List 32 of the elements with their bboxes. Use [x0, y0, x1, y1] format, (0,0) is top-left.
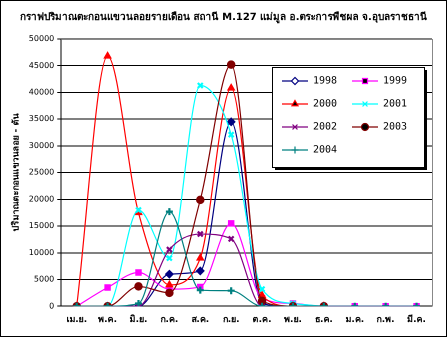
y-tick-label: 35000 [28, 114, 54, 124]
y-tick-label: 50000 [28, 34, 54, 44]
legend-label: 2003 [383, 122, 408, 133]
y-tick-label: 10000 [28, 248, 54, 257]
x-tick-label: ก.พ. [376, 314, 395, 325]
x-tick-label: ธ.ค. [314, 314, 333, 325]
x-tick-label: พ.ย. [284, 314, 302, 325]
legend-label: 2001 [383, 98, 408, 110]
x-tick-label: มิ.ย. [130, 314, 148, 325]
y-axis-title: ปริมาณตะกอนแขวนลอย - ตัน [10, 112, 22, 232]
x-tick-label: ก.ค. [160, 314, 178, 325]
x-tick-label: ม.ค. [345, 314, 364, 325]
y-tick-label: 25000 [28, 168, 54, 177]
legend-label: 2000 [313, 98, 338, 110]
x-tick-label: พ.ค. [98, 314, 118, 325]
y-tick-label: 15000 [28, 221, 54, 230]
legend-label: 2002 [313, 122, 338, 133]
y-tick-label: 40000 [28, 88, 54, 97]
x-tick-label: มี.ค. [407, 314, 426, 325]
legend-label: 1998 [313, 76, 338, 87]
x-tick-label: เม.ย. [66, 314, 88, 325]
legend-label: 1999 [383, 76, 408, 87]
y-tick-label: 5000 [34, 274, 54, 284]
x-tick-label: ต.ค. [252, 314, 272, 325]
x-tick-label: ส.ค. [191, 314, 210, 325]
chart-title: กราฟปริมาณตะกอนแขวนลอยรายเดือน สถานี M.127 แม่มูล อ.ตระการพืชผล จ.อุบลราชธานี [19, 10, 428, 24]
y-tick-label: 30000 [28, 140, 54, 150]
legend-label: 2004 [313, 144, 338, 156]
x-tick-label: ก.ย. [222, 314, 240, 325]
y-tick-label: 20000 [28, 194, 54, 204]
y-tick-label: 0 [49, 301, 54, 310]
y-tick-label: 45000 [28, 60, 54, 70]
